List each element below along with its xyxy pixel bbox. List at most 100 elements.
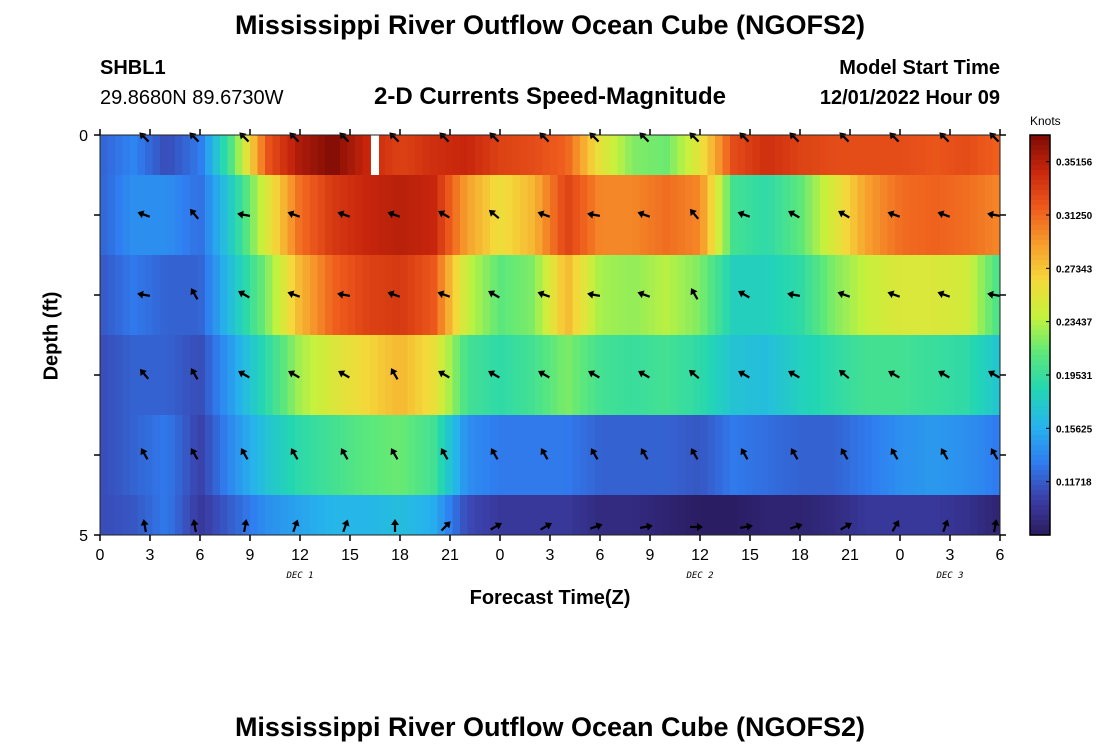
heatmap-cell [947, 175, 956, 255]
heatmap-cell [685, 175, 694, 255]
heatmap-cell [632, 335, 641, 415]
heatmap-cell [182, 335, 191, 415]
heatmap-cell [212, 175, 221, 255]
heatmap-cell [610, 175, 619, 255]
heatmap-cell [332, 255, 341, 335]
heatmap-cell [647, 175, 656, 255]
colorbar-segment [1030, 435, 1050, 441]
heatmap-cell [392, 415, 401, 495]
colorbar-segment [1030, 470, 1050, 476]
heatmap-cell [460, 335, 469, 415]
heatmap-cell [182, 175, 191, 255]
current-vector-arrow [587, 290, 601, 299]
colorbar-segment [1030, 180, 1050, 186]
heatmap-cell [212, 255, 221, 335]
heatmap-cell [722, 175, 731, 255]
heatmap-cell [557, 175, 566, 255]
heatmap-cell [685, 415, 694, 495]
heatmap-cell [475, 255, 484, 335]
heatmap-cell [422, 135, 431, 175]
heatmap-cell [730, 335, 739, 415]
heatmap-cell [655, 175, 664, 255]
x-tick-label: 0 [96, 547, 105, 564]
colorbar-segment [1030, 505, 1050, 511]
heatmap-cell [520, 495, 529, 535]
heatmap-cell [475, 415, 484, 495]
heatmap-cell [595, 495, 604, 535]
heatmap-cell [272, 175, 281, 255]
heatmap-cell [362, 335, 371, 415]
heatmap-cell [857, 335, 866, 415]
heatmap-cell [932, 175, 941, 255]
heatmap-cell [940, 495, 949, 535]
heatmap-cell [325, 175, 334, 255]
colorbar-unit: Knots [1030, 114, 1061, 128]
colorbar-segment [1030, 495, 1050, 501]
colorbar-segment [1030, 205, 1050, 211]
heatmap-cell [625, 495, 634, 535]
heatmap-cell [655, 335, 664, 415]
heatmap-cell [527, 335, 536, 415]
heatmap-cell [985, 335, 994, 415]
heatmap-cell [362, 255, 371, 335]
heatmap-cell [160, 175, 169, 255]
heatmap-cell [115, 135, 124, 175]
colorbar-segment [1030, 305, 1050, 311]
current-vector-arrow [337, 290, 351, 299]
current-vector-arrow [341, 519, 350, 533]
heatmap-cell [325, 135, 334, 175]
colorbar-segment [1030, 520, 1050, 526]
heatmap-cell [257, 135, 266, 175]
heatmap-cell [452, 135, 461, 175]
heatmap-cell [602, 255, 611, 335]
current-vector-arrow [887, 290, 901, 299]
heatmap-cell [265, 335, 274, 415]
chart-subtitle: 2-D Currents Speed-Magnitude [373, 83, 727, 110]
heatmap-cell [677, 175, 686, 255]
heatmap-cell [130, 495, 139, 535]
heatmap-cell [520, 175, 529, 255]
heatmap-cell [212, 335, 221, 415]
heatmap-cell [632, 415, 641, 495]
heatmap-cell [647, 135, 656, 175]
heatmap-cell [287, 415, 296, 495]
heatmap-cell [580, 255, 589, 335]
heatmap-cell [422, 415, 431, 495]
heatmap-cell [700, 135, 709, 175]
heatmap-cell [520, 335, 529, 415]
heatmap-cell [527, 135, 536, 175]
heatmap-cell [910, 175, 919, 255]
heatmap-cell [610, 415, 619, 495]
heatmap-cell [722, 415, 731, 495]
heatmap-cell [842, 495, 851, 535]
heatmap-cell [797, 495, 806, 535]
heatmap-cell [227, 175, 236, 255]
heatmap-cell [220, 495, 229, 535]
heatmap-cell [655, 255, 664, 335]
heatmap-cell [767, 175, 776, 255]
heatmap-cell [730, 415, 739, 495]
heatmap-cell [947, 255, 956, 335]
heatmap-cell [835, 335, 844, 415]
heatmap-cell [122, 495, 131, 535]
heatmap-cell [685, 135, 694, 175]
colorbar-segment [1030, 355, 1050, 361]
heatmap-cell [250, 135, 259, 175]
x-tick-label: 3 [546, 547, 555, 564]
heatmap-cell [227, 255, 236, 335]
x-tick-label: 21 [841, 547, 859, 564]
heatmap-cell [550, 415, 559, 495]
heatmap-cell [977, 175, 986, 255]
heatmap-cell [415, 135, 424, 175]
current-vector-arrow [391, 519, 399, 532]
heatmap-cell [310, 415, 319, 495]
colorbar-segment [1030, 525, 1050, 531]
heatmap-cell [115, 335, 124, 415]
heatmap-cell [227, 415, 236, 495]
colorbar-segment [1030, 290, 1050, 296]
colorbar-tick-label: 0.27343 [1056, 264, 1093, 275]
heatmap-cell [482, 415, 491, 495]
heatmap-cell [565, 135, 574, 175]
heatmap-cell [257, 415, 266, 495]
heatmap-cell [467, 255, 476, 335]
